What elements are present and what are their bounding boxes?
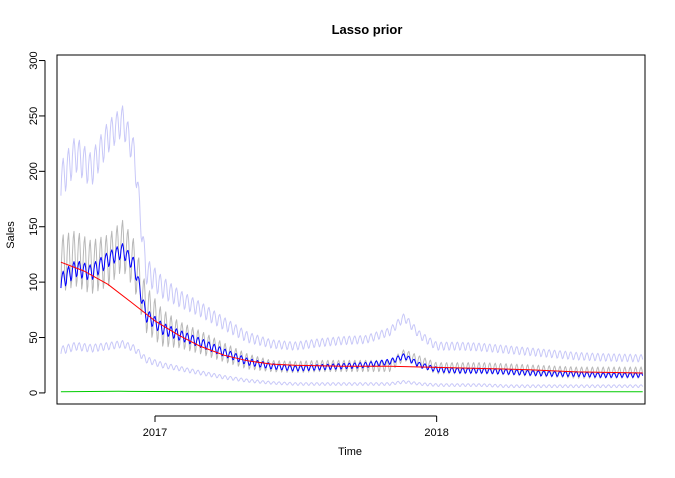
x-tick-label: 2018: [424, 427, 448, 439]
lower-interval-series-line: [60, 339, 644, 389]
trend-series-line: [60, 261, 643, 374]
plot-frame: [56, 54, 646, 405]
observed-series-line: [60, 219, 644, 379]
y-axis: 0 50 100 150 200 250 300: [28, 51, 46, 396]
y-tick-label: 50: [28, 331, 40, 343]
baseline-series-line: [60, 390, 643, 393]
upper-interval-series-line: [60, 105, 644, 363]
y-axis-label: Sales: [5, 221, 17, 249]
series-layer: [60, 105, 644, 393]
x-tick-label: 2017: [143, 427, 167, 439]
x-axis-label: Time: [338, 446, 362, 458]
y-tick-label: 0: [28, 390, 40, 396]
y-tick-label: 100: [28, 273, 40, 291]
y-tick-label: 250: [28, 107, 40, 125]
x-axis: 2017 2018: [143, 415, 449, 439]
chart-title: Lasso prior: [332, 22, 403, 37]
fitted-series-line: [60, 243, 644, 378]
y-tick-label: 150: [28, 218, 40, 236]
y-tick-label: 300: [28, 51, 40, 69]
y-tick-label: 200: [28, 162, 40, 180]
